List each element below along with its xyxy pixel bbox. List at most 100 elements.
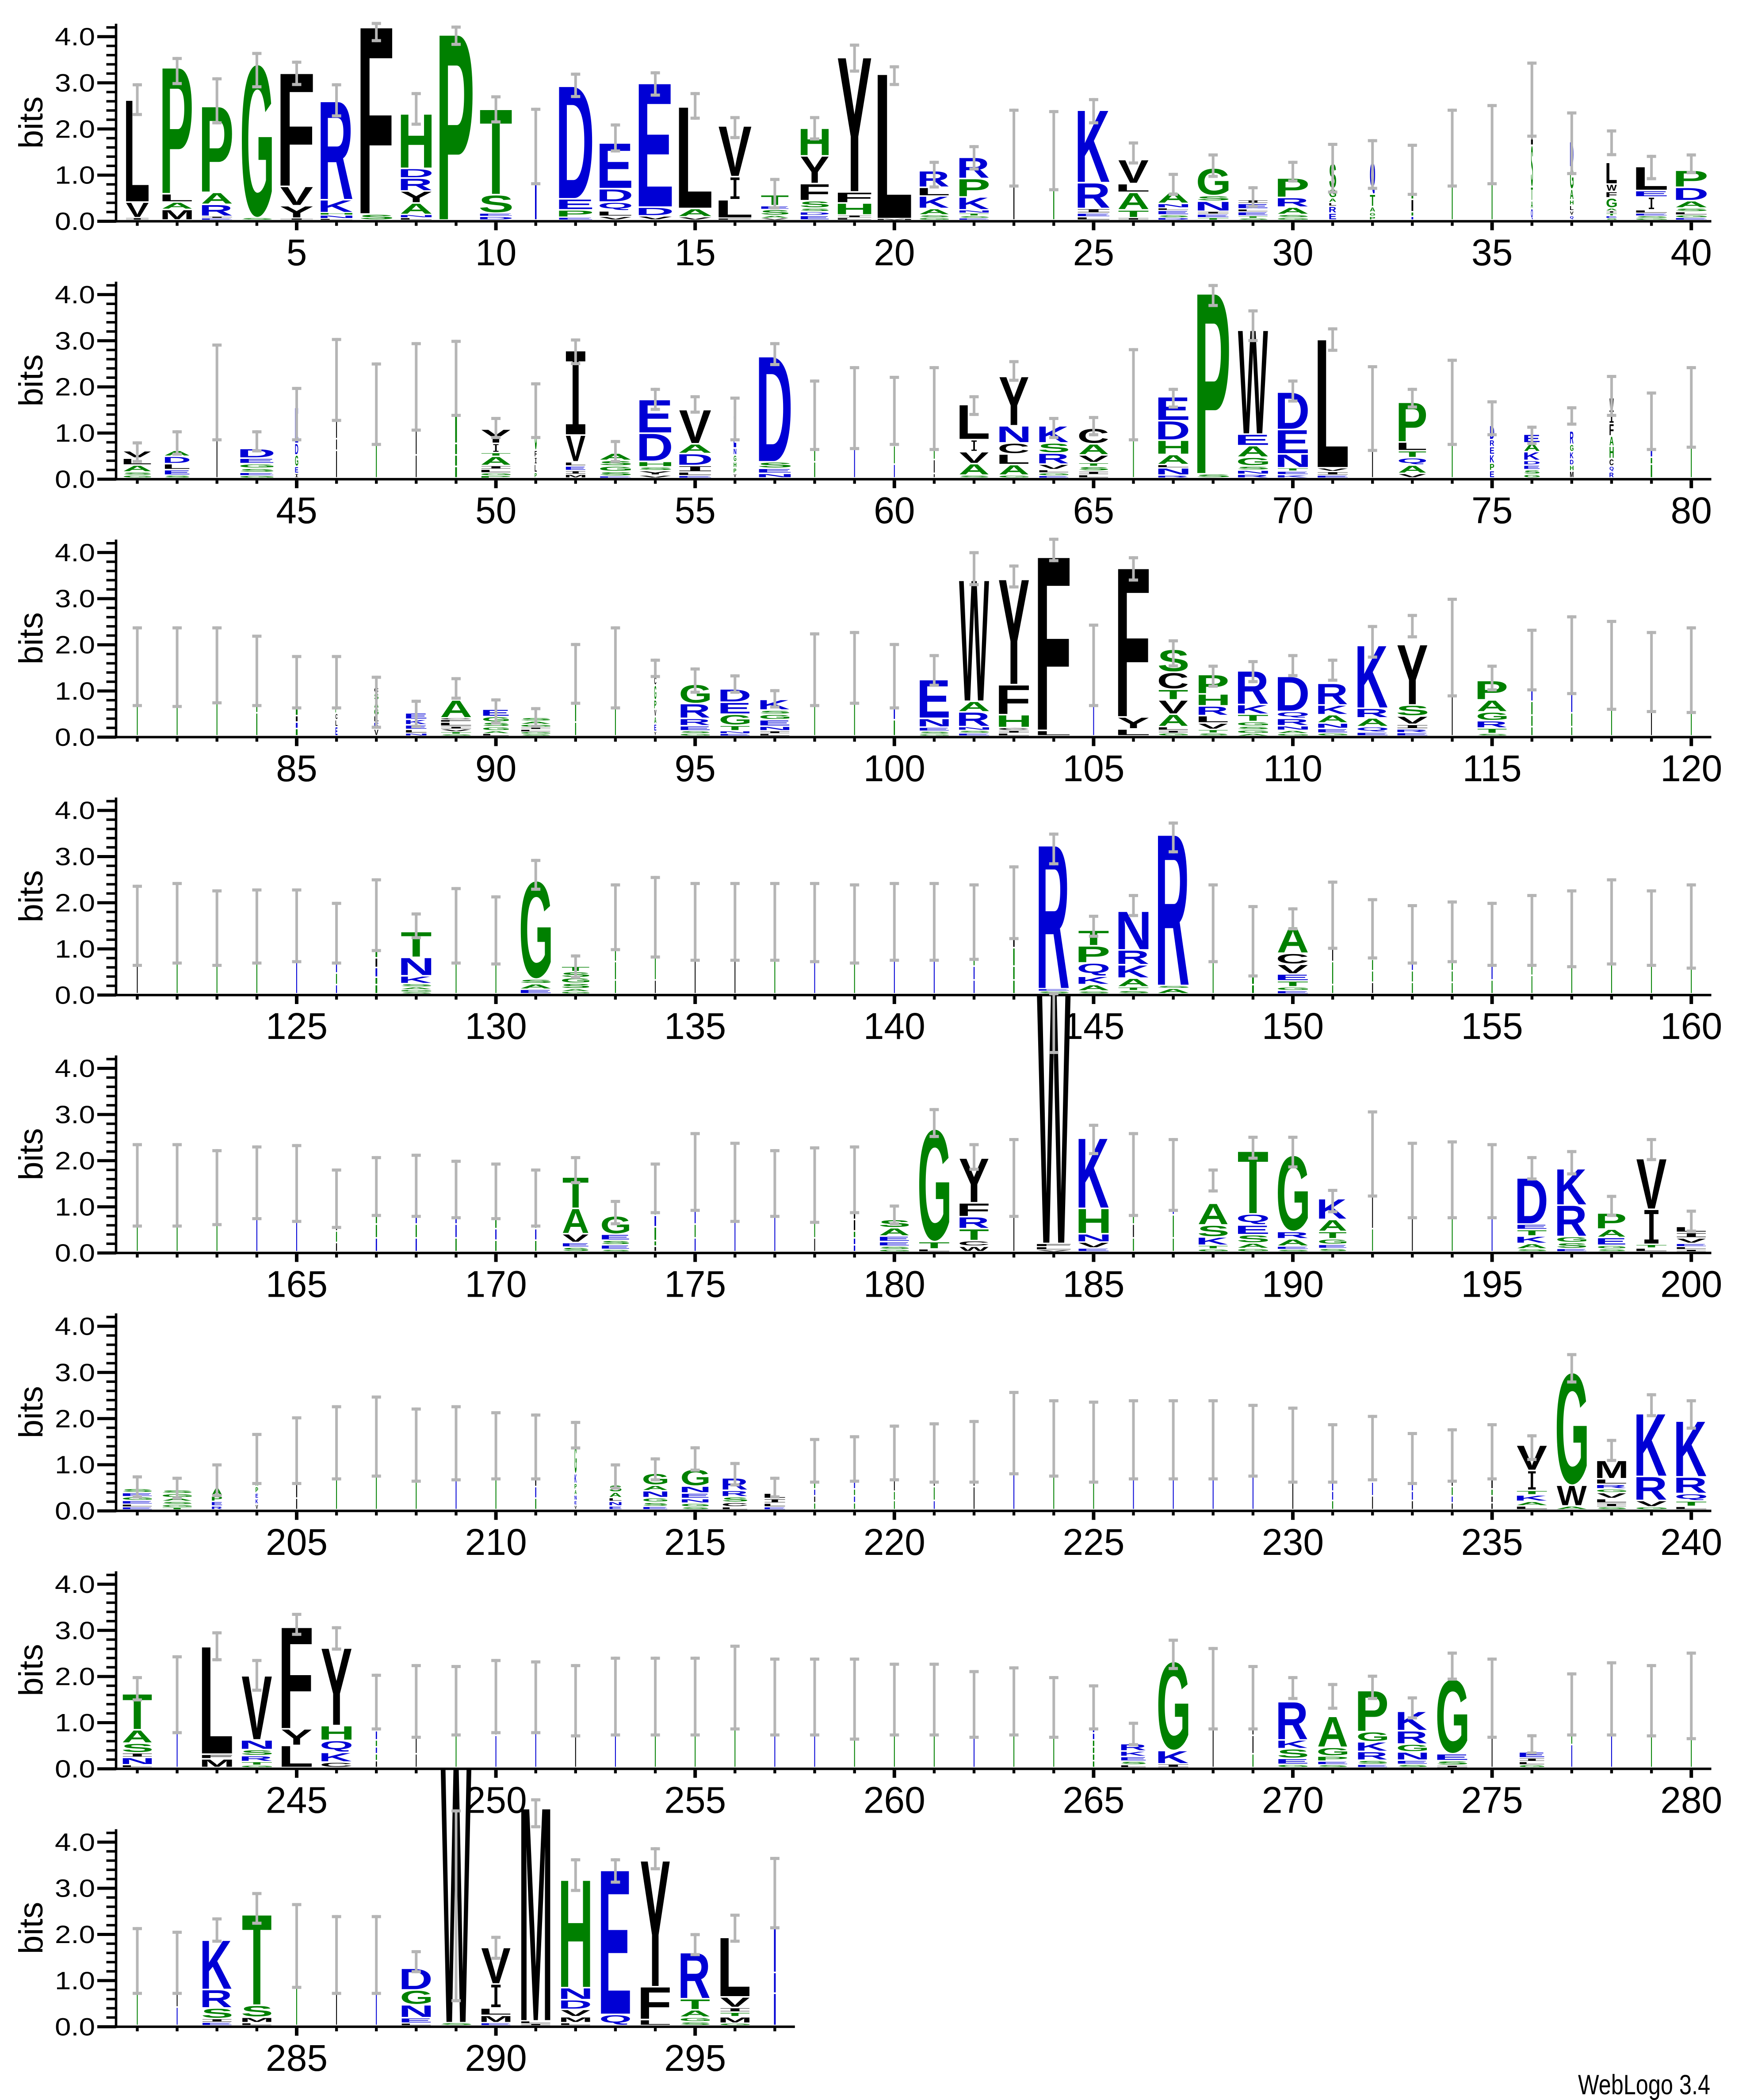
svg-text:260: 260 xyxy=(864,1779,925,1821)
svg-text:0.0: 0.0 xyxy=(55,1497,95,1525)
svg-text:175: 175 xyxy=(664,1264,726,1305)
svg-text:145: 145 xyxy=(1062,1005,1124,1047)
svg-text:275: 275 xyxy=(1461,1779,1523,1821)
svg-text:2.0: 2.0 xyxy=(55,115,95,143)
svg-text:120: 120 xyxy=(1660,748,1722,789)
svg-text:2.0: 2.0 xyxy=(55,1921,95,1949)
svg-text:3.0: 3.0 xyxy=(55,1101,95,1129)
svg-text:125: 125 xyxy=(266,1005,328,1047)
svg-text:285: 285 xyxy=(266,2037,328,2079)
svg-text:195: 195 xyxy=(1461,1264,1523,1305)
svg-text:160: 160 xyxy=(1660,1005,1722,1047)
svg-text:bits: bits xyxy=(12,1128,50,1180)
svg-text:100: 100 xyxy=(864,748,925,789)
svg-text:4.0: 4.0 xyxy=(55,1054,95,1083)
svg-text:55: 55 xyxy=(674,489,715,531)
svg-text:140: 140 xyxy=(864,1005,925,1047)
svg-text:1.0: 1.0 xyxy=(55,935,95,963)
svg-text:10: 10 xyxy=(475,232,516,273)
svg-text:0.0: 0.0 xyxy=(55,1239,95,1268)
svg-text:4.0: 4.0 xyxy=(55,1313,95,1341)
svg-text:15: 15 xyxy=(674,232,715,273)
svg-text:215: 215 xyxy=(664,1521,726,1563)
svg-text:50: 50 xyxy=(475,489,516,531)
svg-text:1.0: 1.0 xyxy=(55,1193,95,1221)
svg-text:1.0: 1.0 xyxy=(55,677,95,706)
svg-text:4.0: 4.0 xyxy=(55,1570,95,1599)
svg-text:290: 290 xyxy=(465,2037,527,2079)
svg-text:4.0: 4.0 xyxy=(55,538,95,567)
svg-text:2.0: 2.0 xyxy=(55,1405,95,1433)
svg-text:115: 115 xyxy=(1463,748,1522,789)
svg-text:205: 205 xyxy=(266,1521,328,1563)
svg-text:295: 295 xyxy=(664,2037,726,2079)
svg-text:2.0: 2.0 xyxy=(55,1147,95,1175)
svg-text:1.0: 1.0 xyxy=(55,1451,95,1479)
svg-text:3.0: 3.0 xyxy=(55,585,95,613)
svg-text:WebLogo 3.4: WebLogo 3.4 xyxy=(1578,2069,1710,2100)
svg-text:0.0: 0.0 xyxy=(55,207,95,236)
svg-text:0.0: 0.0 xyxy=(55,981,95,1009)
svg-text:185: 185 xyxy=(1062,1264,1124,1305)
svg-text:220: 220 xyxy=(864,1521,925,1563)
svg-text:85: 85 xyxy=(276,748,317,789)
svg-text:45: 45 xyxy=(276,489,317,531)
svg-text:90: 90 xyxy=(475,748,516,789)
svg-text:5: 5 xyxy=(287,232,307,273)
svg-text:bits: bits xyxy=(12,1386,50,1438)
svg-text:3.0: 3.0 xyxy=(55,1616,95,1645)
svg-text:1.0: 1.0 xyxy=(55,419,95,447)
svg-text:130: 130 xyxy=(465,1005,527,1047)
svg-text:265: 265 xyxy=(1062,1779,1124,1821)
svg-text:2.0: 2.0 xyxy=(55,373,95,401)
svg-text:0.0: 0.0 xyxy=(55,466,95,494)
svg-text:bits: bits xyxy=(12,1644,50,1696)
svg-text:40: 40 xyxy=(1670,232,1712,273)
svg-text:3.0: 3.0 xyxy=(55,69,95,97)
svg-text:0.0: 0.0 xyxy=(55,2013,95,2041)
svg-text:180: 180 xyxy=(864,1264,925,1305)
svg-text:150: 150 xyxy=(1262,1005,1324,1047)
svg-text:2.0: 2.0 xyxy=(55,631,95,659)
svg-text:80: 80 xyxy=(1670,489,1712,531)
svg-text:25: 25 xyxy=(1073,232,1114,273)
svg-text:35: 35 xyxy=(1471,232,1513,273)
svg-text:65: 65 xyxy=(1073,489,1114,531)
svg-text:235: 235 xyxy=(1461,1521,1523,1563)
svg-text:280: 280 xyxy=(1660,1779,1722,1821)
svg-text:270: 270 xyxy=(1262,1779,1324,1821)
svg-text:1.0: 1.0 xyxy=(55,161,95,190)
svg-text:230: 230 xyxy=(1262,1521,1324,1563)
svg-text:95: 95 xyxy=(674,748,715,789)
svg-text:4.0: 4.0 xyxy=(55,281,95,309)
svg-text:bits: bits xyxy=(12,354,50,406)
svg-text:3.0: 3.0 xyxy=(55,843,95,871)
svg-text:4.0: 4.0 xyxy=(55,797,95,825)
svg-text:3.0: 3.0 xyxy=(55,327,95,355)
svg-text:60: 60 xyxy=(874,489,915,531)
svg-text:2.0: 2.0 xyxy=(55,1663,95,1691)
svg-text:105: 105 xyxy=(1062,748,1124,789)
svg-text:155: 155 xyxy=(1461,1005,1523,1047)
svg-text:170: 170 xyxy=(465,1264,527,1305)
svg-text:2.0: 2.0 xyxy=(55,889,95,917)
svg-text:70: 70 xyxy=(1272,489,1313,531)
svg-text:3.0: 3.0 xyxy=(55,1359,95,1387)
svg-text:190: 190 xyxy=(1262,1264,1324,1305)
svg-text:255: 255 xyxy=(664,1779,726,1821)
svg-text:3.0: 3.0 xyxy=(55,1875,95,1903)
svg-text:bits: bits xyxy=(12,1902,50,1954)
svg-text:bits: bits xyxy=(12,612,50,664)
svg-text:4.0: 4.0 xyxy=(55,1828,95,1856)
svg-text:210: 210 xyxy=(465,1521,527,1563)
svg-text:200: 200 xyxy=(1660,1264,1722,1305)
svg-text:bits: bits xyxy=(12,96,50,149)
svg-text:135: 135 xyxy=(664,1005,726,1047)
svg-text:30: 30 xyxy=(1272,232,1313,273)
svg-text:0.0: 0.0 xyxy=(55,723,95,752)
svg-text:110: 110 xyxy=(1263,748,1322,789)
svg-text:245: 245 xyxy=(266,1779,328,1821)
svg-text:1.0: 1.0 xyxy=(55,1967,95,1995)
svg-text:250: 250 xyxy=(465,1779,527,1821)
svg-text:165: 165 xyxy=(266,1264,328,1305)
